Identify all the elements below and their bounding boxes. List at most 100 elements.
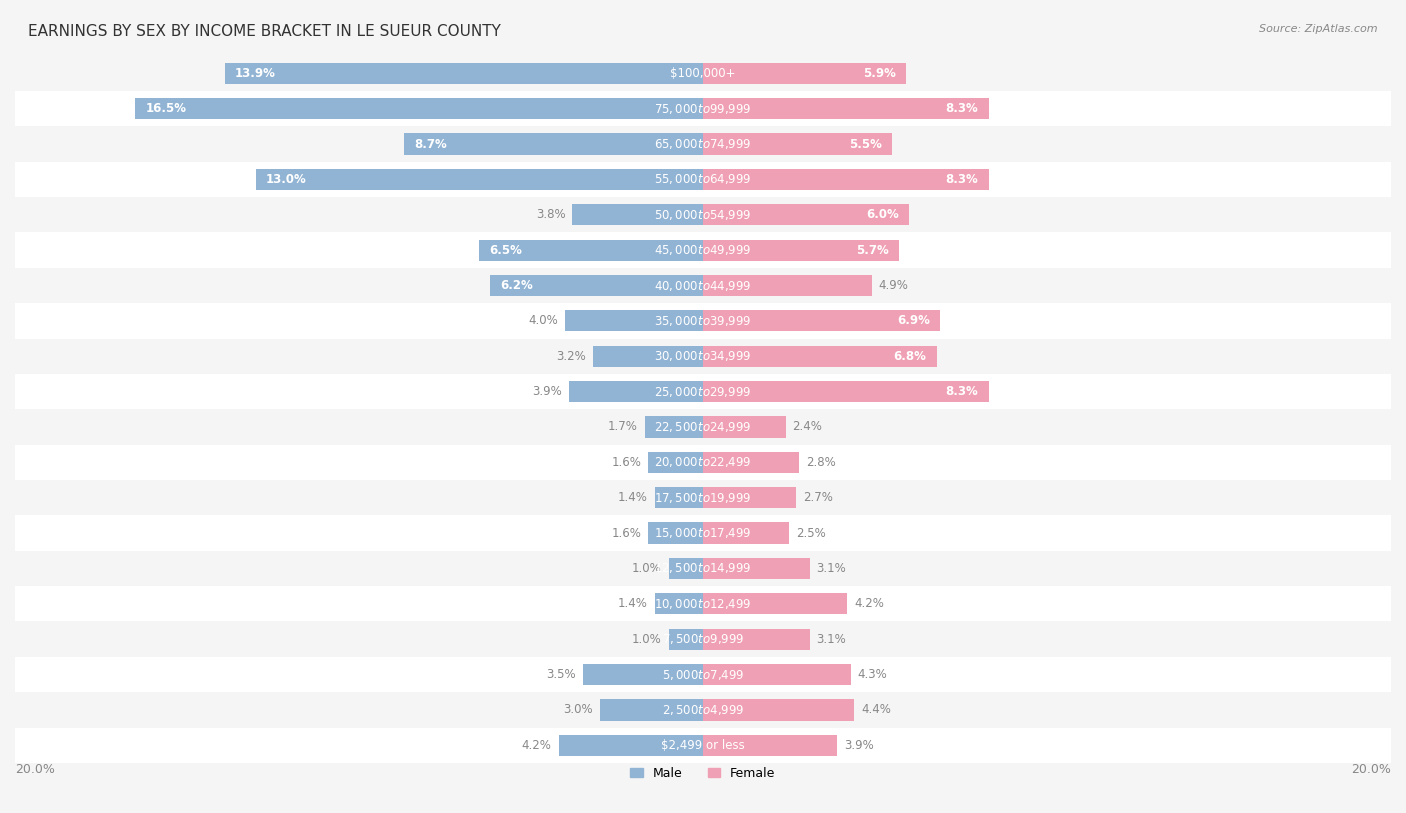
Bar [15, 126, 1391, 162]
Bar [15, 728, 1391, 763]
Text: 3.1%: 3.1% [817, 633, 846, 646]
Bar [669, 558, 703, 579]
Text: 13.9%: 13.9% [235, 67, 276, 80]
Text: 3.0%: 3.0% [564, 703, 593, 716]
Legend: Male, Female: Male, Female [626, 762, 780, 785]
Text: 4.2%: 4.2% [855, 598, 884, 611]
Text: $55,000 to $64,999: $55,000 to $64,999 [654, 172, 752, 186]
Bar [703, 699, 855, 720]
Text: 1.7%: 1.7% [607, 420, 638, 433]
Text: $22,500 to $24,999: $22,500 to $24,999 [654, 420, 752, 434]
Bar [703, 204, 910, 225]
Bar [572, 204, 703, 225]
Bar [15, 233, 1391, 267]
Bar [15, 55, 1391, 91]
Bar [15, 162, 1391, 197]
Bar [644, 416, 703, 437]
Text: 3.8%: 3.8% [536, 208, 565, 221]
Text: $17,500 to $19,999: $17,500 to $19,999 [654, 491, 752, 505]
Text: $5,000 to $7,499: $5,000 to $7,499 [662, 667, 744, 681]
Text: $40,000 to $44,999: $40,000 to $44,999 [654, 279, 752, 293]
Text: 4.2%: 4.2% [522, 739, 551, 752]
Text: 3.5%: 3.5% [546, 668, 575, 681]
Text: 3.9%: 3.9% [844, 739, 873, 752]
Bar [15, 480, 1391, 515]
Bar [135, 98, 703, 120]
Bar [15, 586, 1391, 621]
Text: 8.7%: 8.7% [413, 137, 447, 150]
Text: 8.3%: 8.3% [945, 102, 979, 115]
Text: 6.2%: 6.2% [501, 279, 533, 292]
Bar [15, 621, 1391, 657]
Bar [703, 664, 851, 685]
Text: 5.9%: 5.9% [863, 67, 896, 80]
Text: $12,500 to $14,999: $12,500 to $14,999 [654, 562, 752, 576]
Text: 1.0%: 1.0% [631, 633, 662, 646]
Text: 5.5%: 5.5% [849, 137, 882, 150]
Bar [15, 692, 1391, 728]
Bar [15, 409, 1391, 445]
Text: Source: ZipAtlas.com: Source: ZipAtlas.com [1260, 24, 1378, 34]
Bar [569, 381, 703, 402]
Text: 6.5%: 6.5% [489, 244, 523, 257]
Bar [703, 416, 786, 437]
Text: 1.6%: 1.6% [612, 456, 641, 469]
Bar [703, 133, 893, 154]
Text: $15,000 to $17,499: $15,000 to $17,499 [654, 526, 752, 540]
Bar [703, 523, 789, 544]
Text: $100,000+: $100,000+ [671, 67, 735, 80]
Text: $45,000 to $49,999: $45,000 to $49,999 [654, 243, 752, 257]
Text: 13.0%: 13.0% [266, 173, 307, 186]
Bar [15, 657, 1391, 692]
Bar [703, 169, 988, 190]
Text: $10,000 to $12,499: $10,000 to $12,499 [654, 597, 752, 611]
Bar [225, 63, 703, 84]
Text: $20,000 to $22,499: $20,000 to $22,499 [654, 455, 752, 469]
Text: 2.4%: 2.4% [793, 420, 823, 433]
Text: 1.4%: 1.4% [619, 598, 648, 611]
Text: 3.2%: 3.2% [557, 350, 586, 363]
Bar [703, 98, 988, 120]
Bar [582, 664, 703, 685]
Text: $75,000 to $99,999: $75,000 to $99,999 [654, 102, 752, 115]
Text: 3.1%: 3.1% [817, 562, 846, 575]
Bar [703, 558, 810, 579]
Bar [479, 240, 703, 261]
Bar [703, 63, 905, 84]
Text: 4.9%: 4.9% [879, 279, 908, 292]
Bar [404, 133, 703, 154]
Text: 6.9%: 6.9% [897, 315, 929, 328]
Text: 2.7%: 2.7% [803, 491, 832, 504]
Text: 4.4%: 4.4% [862, 703, 891, 716]
Text: 1.4%: 1.4% [619, 491, 648, 504]
Bar [558, 735, 703, 756]
Text: 3.9%: 3.9% [533, 385, 562, 398]
Text: 20.0%: 20.0% [1351, 763, 1391, 776]
Text: 5.7%: 5.7% [856, 244, 889, 257]
Text: 20.0%: 20.0% [15, 763, 55, 776]
Text: 8.3%: 8.3% [945, 173, 979, 186]
Text: $2,500 to $4,999: $2,500 to $4,999 [662, 703, 744, 717]
Text: $35,000 to $39,999: $35,000 to $39,999 [654, 314, 752, 328]
Bar [703, 381, 988, 402]
Text: EARNINGS BY SEX BY INCOME BRACKET IN LE SUEUR COUNTY: EARNINGS BY SEX BY INCOME BRACKET IN LE … [28, 24, 501, 39]
Bar [600, 699, 703, 720]
Text: 1.0%: 1.0% [631, 562, 662, 575]
Bar [489, 275, 703, 296]
Bar [15, 374, 1391, 409]
Bar [703, 240, 898, 261]
Text: 1.6%: 1.6% [612, 527, 641, 540]
Bar [15, 338, 1391, 374]
Bar [703, 487, 796, 508]
Text: 6.8%: 6.8% [894, 350, 927, 363]
Bar [669, 628, 703, 650]
Bar [703, 452, 800, 473]
Bar [703, 311, 941, 332]
Text: $2,499 or less: $2,499 or less [661, 739, 745, 752]
Bar [655, 593, 703, 615]
Bar [256, 169, 703, 190]
Bar [648, 523, 703, 544]
Text: $7,500 to $9,999: $7,500 to $9,999 [662, 633, 744, 646]
Bar [593, 346, 703, 367]
Text: $65,000 to $74,999: $65,000 to $74,999 [654, 137, 752, 151]
